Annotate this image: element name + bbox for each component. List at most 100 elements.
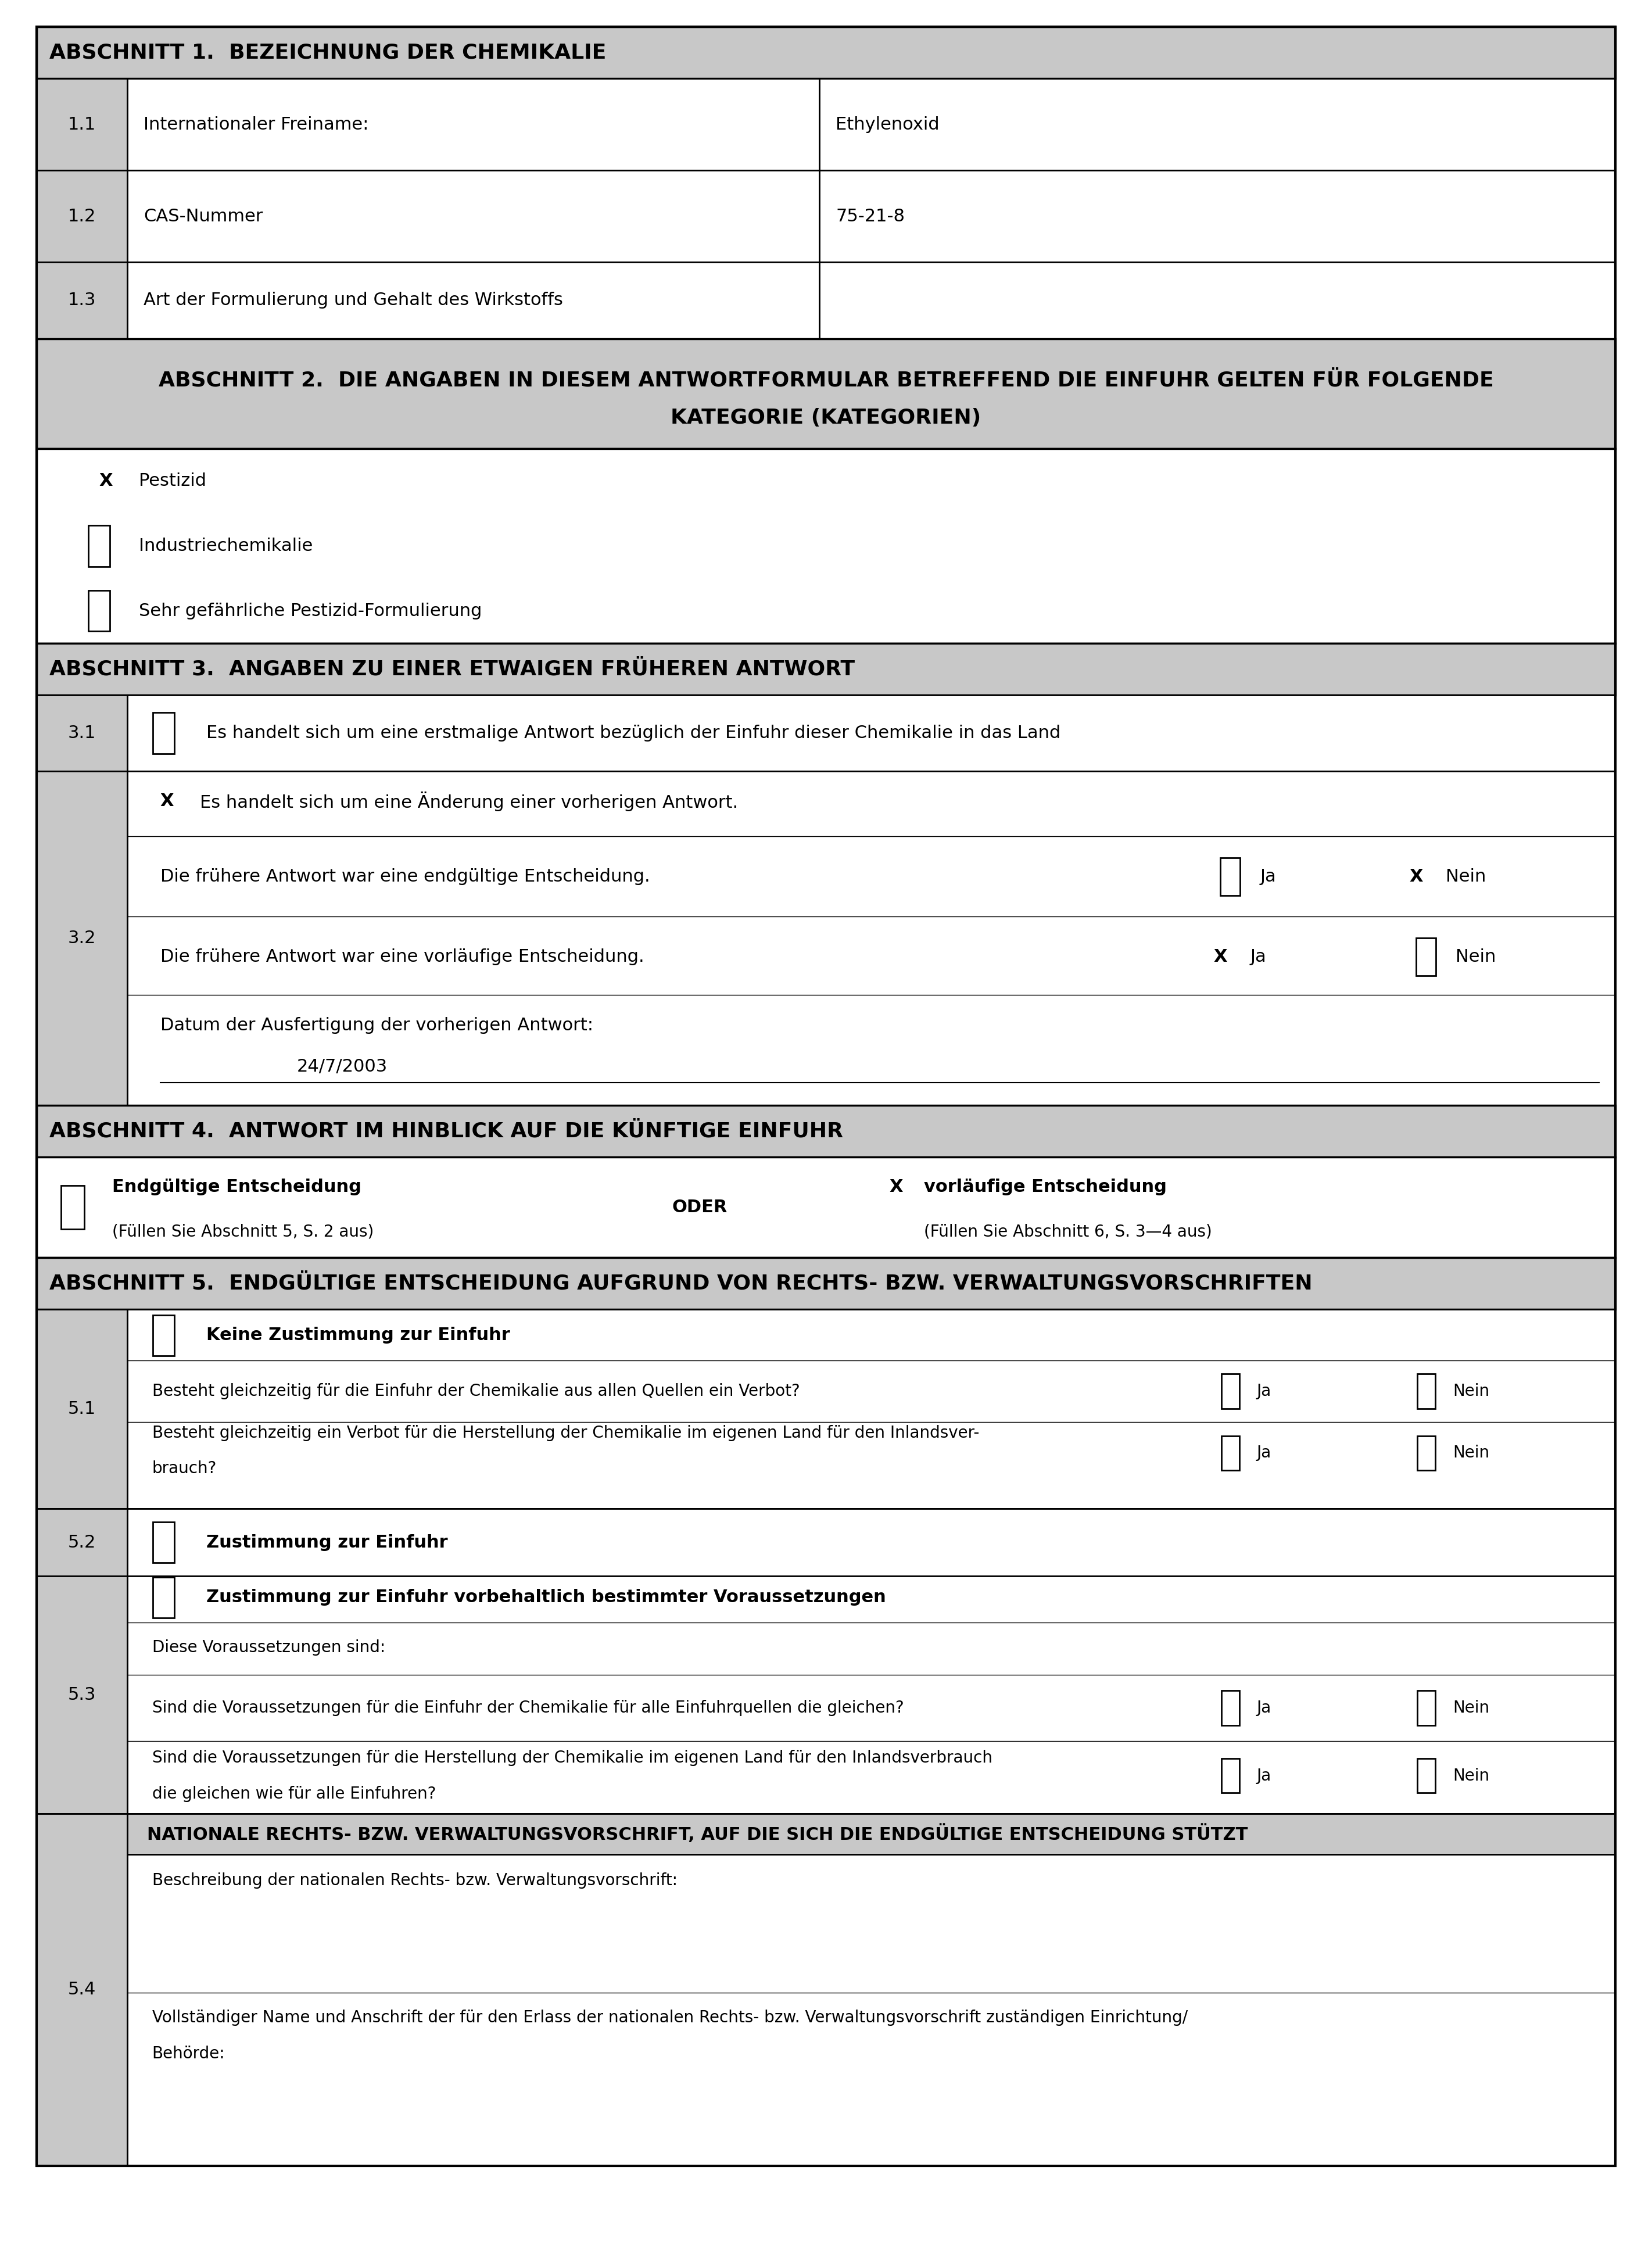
Text: X: X (1214, 948, 1227, 964)
Bar (36, 170, 127, 262)
Text: X: X (99, 473, 112, 489)
Bar (819, 170, 1616, 262)
Text: X: X (1409, 868, 1424, 886)
Text: 24/7/2003: 24/7/2003 (297, 1058, 387, 1076)
Bar (1221, 1374, 1239, 1408)
Text: Endgültige Entscheidung: Endgültige Entscheidung (112, 1179, 362, 1195)
Text: Nein: Nein (1452, 1767, 1488, 1785)
Bar (152, 1314, 175, 1356)
Bar (1417, 1435, 1436, 1471)
Text: Diese Voraussetzungen sind:: Diese Voraussetzungen sind: (152, 1639, 385, 1655)
Bar (127, 1509, 1616, 1576)
Text: Keine Zustimmung zur Einfuhr: Keine Zustimmung zur Einfuhr (206, 1327, 510, 1343)
Bar (89, 590, 109, 632)
Text: ABSCHNITT 4.  ANTWORT IM HINBLICK AUF DIE KÜNFTIGE EINFUHR: ABSCHNITT 4. ANTWORT IM HINBLICK AUF DIE… (50, 1121, 843, 1141)
Bar (36, 262, 127, 339)
Bar (127, 1854, 1616, 2166)
Text: Beschreibung der nationalen Rechts- bzw. Verwaltungsvorschrift:: Beschreibung der nationalen Rechts- bzw.… (152, 1872, 677, 1888)
Text: vorläufige Entscheidung: vorläufige Entscheidung (923, 1179, 1166, 1195)
Bar (36, 1258, 1616, 1309)
Bar (36, 1509, 127, 1576)
Text: Ja: Ja (1257, 1767, 1272, 1785)
Text: Sehr gefährliche Pestizid-Formulierung: Sehr gefährliche Pestizid-Formulierung (139, 603, 482, 619)
Bar (819, 78, 1616, 170)
Bar (127, 1309, 1616, 1509)
Bar (36, 1814, 127, 2166)
Text: Zustimmung zur Einfuhr: Zustimmung zur Einfuhr (206, 1534, 448, 1551)
Text: (Füllen Sie Abschnitt 5, S. 2 aus): (Füllen Sie Abschnitt 5, S. 2 aus) (112, 1224, 373, 1240)
Text: die gleichen wie für alle Einfuhren?: die gleichen wie für alle Einfuhren? (152, 1785, 436, 1803)
Bar (36, 643, 1616, 695)
Bar (89, 525, 109, 567)
Text: Ja: Ja (1257, 1699, 1272, 1715)
Text: X: X (889, 1179, 904, 1195)
Text: ABSCHNITT 5.  ENDGÜLTIGE ENTSCHEIDUNG AUFGRUND VON RECHTS- BZW. VERWALTUNGSVORSC: ABSCHNITT 5. ENDGÜLTIGE ENTSCHEIDUNG AUF… (50, 1273, 1313, 1294)
Text: ODER: ODER (672, 1199, 727, 1215)
Text: Nein: Nein (1455, 948, 1497, 964)
Text: ABSCHNITT 3.  ANGABEN ZU EINER ETWAIGEN FRÜHEREN ANTWORT: ABSCHNITT 3. ANGABEN ZU EINER ETWAIGEN F… (50, 659, 856, 679)
Bar (1416, 937, 1436, 975)
Text: Es handelt sich um eine Änderung einer vorherigen Antwort.: Es handelt sich um eine Änderung einer v… (200, 791, 738, 812)
Bar (1221, 1435, 1239, 1471)
Text: Die frühere Antwort war eine vorläufige Entscheidung.: Die frühere Antwort war eine vorläufige … (160, 948, 644, 964)
Bar (36, 448, 1616, 643)
Text: Sind die Voraussetzungen für die Einfuhr der Chemikalie für alle Einfuhrquellen : Sind die Voraussetzungen für die Einfuhr… (152, 1699, 904, 1715)
Text: 5.3: 5.3 (68, 1686, 96, 1704)
Text: 1.2: 1.2 (68, 209, 96, 224)
Bar (36, 78, 127, 170)
Text: Sind die Voraussetzungen für die Herstellung der Chemikalie im eigenen Land für : Sind die Voraussetzungen für die Herstel… (152, 1749, 993, 1767)
Bar (819, 262, 1616, 339)
Bar (36, 771, 127, 1105)
Text: Datum der Ausfertigung der vorherigen Antwort:: Datum der Ausfertigung der vorherigen An… (160, 1016, 593, 1034)
Bar (36, 1576, 127, 1814)
Text: Ja: Ja (1251, 948, 1265, 964)
Text: Nein: Nein (1446, 868, 1487, 886)
Text: NATIONALE RECHTS- BZW. VERWALTUNGSVORSCHRIFT, AUF DIE SICH DIE ENDGÜLTIGE ENTSCH: NATIONALE RECHTS- BZW. VERWALTUNGSVORSCH… (147, 1825, 1247, 1843)
Text: Nein: Nein (1452, 1444, 1488, 1462)
Text: Behörde:: Behörde: (152, 2045, 225, 2063)
Text: ABSCHNITT 1.  BEZEICHNUNG DER CHEMIKALIE: ABSCHNITT 1. BEZEICHNUNG DER CHEMIKALIE (50, 43, 606, 63)
Text: Nein: Nein (1452, 1383, 1488, 1399)
Text: Besteht gleichzeitig für die Einfuhr der Chemikalie aus allen Quellen ein Verbot: Besteht gleichzeitig für die Einfuhr der… (152, 1383, 800, 1399)
Text: 5.4: 5.4 (68, 1982, 96, 1998)
Text: Nein: Nein (1452, 1699, 1488, 1715)
Bar (1417, 1690, 1436, 1726)
Text: Ja: Ja (1257, 1444, 1272, 1462)
Bar (1417, 1758, 1436, 1794)
Text: ABSCHNITT 2.  DIE ANGABEN IN DIESEM ANTWORTFORMULAR BETREFFEND DIE EINFUHR GELTE: ABSCHNITT 2. DIE ANGABEN IN DIESEM ANTWO… (159, 370, 1493, 390)
Bar (36, 1105, 1616, 1157)
Bar (36, 1157, 1616, 1258)
Bar (1417, 1374, 1436, 1408)
Bar (1221, 1690, 1239, 1726)
Text: Ja: Ja (1257, 1383, 1272, 1399)
Text: 3.2: 3.2 (68, 930, 96, 946)
Text: Zustimmung zur Einfuhr vorbehaltlich bestimmter Voraussetzungen: Zustimmung zur Einfuhr vorbehaltlich bes… (206, 1590, 885, 1605)
Text: Besteht gleichzeitig ein Verbot für die Herstellung der Chemikalie im eigenen La: Besteht gleichzeitig ein Verbot für die … (152, 1424, 980, 1442)
Text: Ethylenoxid: Ethylenoxid (836, 117, 940, 132)
Bar (127, 1576, 1616, 1814)
Text: Es handelt sich um eine erstmalige Antwort bezüglich der Einfuhr dieser Chemikal: Es handelt sich um eine erstmalige Antwo… (206, 724, 1061, 742)
Bar (36, 27, 1616, 78)
Text: brauch?: brauch? (152, 1460, 216, 1477)
Text: 1.1: 1.1 (68, 117, 96, 132)
Bar (152, 713, 175, 753)
Text: Industriechemikalie: Industriechemikalie (139, 538, 312, 554)
Text: 1.3: 1.3 (68, 291, 96, 309)
Text: (Füllen Sie Abschnitt 6, S. 3—4 aus): (Füllen Sie Abschnitt 6, S. 3—4 aus) (923, 1224, 1213, 1240)
Bar (127, 1814, 1616, 1854)
Text: 5.1: 5.1 (68, 1401, 96, 1417)
Text: Pestizid: Pestizid (139, 473, 206, 489)
Text: CAS-Nummer: CAS-Nummer (144, 209, 263, 224)
Bar (127, 771, 1616, 1105)
Bar (152, 1522, 175, 1563)
Bar (1221, 859, 1241, 895)
Text: 3.1: 3.1 (68, 724, 96, 742)
Bar (1221, 1758, 1239, 1794)
Text: X: X (160, 794, 173, 809)
Text: KATEGORIE (KATEGORIEN): KATEGORIE (KATEGORIEN) (671, 408, 981, 428)
Bar (127, 78, 819, 170)
Bar (127, 695, 1616, 771)
Bar (36, 1309, 127, 1509)
Bar (127, 170, 819, 262)
Bar (36, 695, 127, 771)
